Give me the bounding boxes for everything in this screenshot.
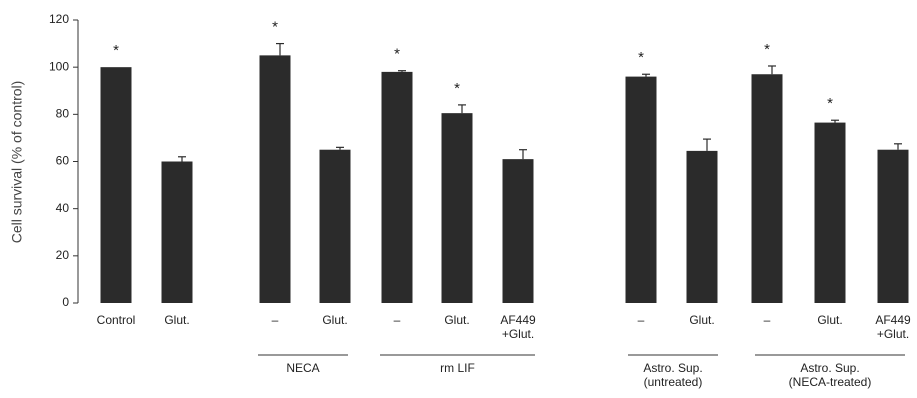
- y-tick-label: 60: [56, 154, 70, 168]
- bar: [625, 76, 657, 303]
- x-tick-label: +Glut.: [502, 327, 534, 341]
- x-tick-label: Glut.: [322, 313, 347, 327]
- significance-marker: *: [113, 42, 119, 59]
- group-label: (untreated): [644, 375, 703, 389]
- group-label: Astro. Sup.: [800, 361, 859, 375]
- bar: [686, 150, 718, 303]
- group-label: (NECA-treated): [789, 375, 872, 389]
- group-label: NECA: [286, 361, 319, 375]
- bar: [100, 67, 132, 304]
- bar: [877, 149, 909, 303]
- significance-marker: *: [454, 80, 460, 97]
- y-tick-label: 0: [62, 295, 69, 309]
- bar: [814, 122, 846, 304]
- y-tick-label: 20: [56, 248, 70, 262]
- bar: [381, 71, 413, 303]
- group-label: rm LIF: [440, 361, 475, 375]
- y-tick-label: 120: [49, 12, 69, 26]
- bar: [751, 74, 783, 303]
- x-tick-label: Glut.: [817, 313, 842, 327]
- x-tick-label: –: [394, 313, 401, 327]
- significance-marker: *: [827, 95, 833, 112]
- x-tick-label: Glut.: [164, 313, 189, 327]
- x-tick-label: –: [764, 313, 771, 327]
- y-tick-label: 80: [56, 107, 70, 121]
- x-tick-label: Glut.: [444, 313, 469, 327]
- significance-marker: *: [764, 41, 770, 58]
- group-label: Astro. Sup.: [643, 361, 702, 375]
- bar: [259, 55, 291, 303]
- y-tick-label: 100: [49, 59, 69, 73]
- x-tick-label: –: [272, 313, 279, 327]
- y-axis-title: Cell survival (% of control): [9, 81, 25, 244]
- significance-marker: *: [272, 19, 278, 36]
- x-tick-label: Glut.: [689, 313, 714, 327]
- y-tick-label: 40: [56, 201, 70, 215]
- x-tick-label: –: [638, 313, 645, 327]
- significance-marker: *: [394, 46, 400, 63]
- bar: [319, 149, 351, 303]
- bar: [161, 161, 193, 303]
- bar: [441, 113, 473, 303]
- significance-marker: *: [638, 49, 644, 66]
- x-tick-label: AF449: [875, 313, 911, 327]
- x-tick-label: +Glut.: [877, 327, 909, 341]
- x-tick-label: AF449: [500, 313, 536, 327]
- bar: [502, 159, 534, 303]
- x-tick-label: Control: [97, 313, 136, 327]
